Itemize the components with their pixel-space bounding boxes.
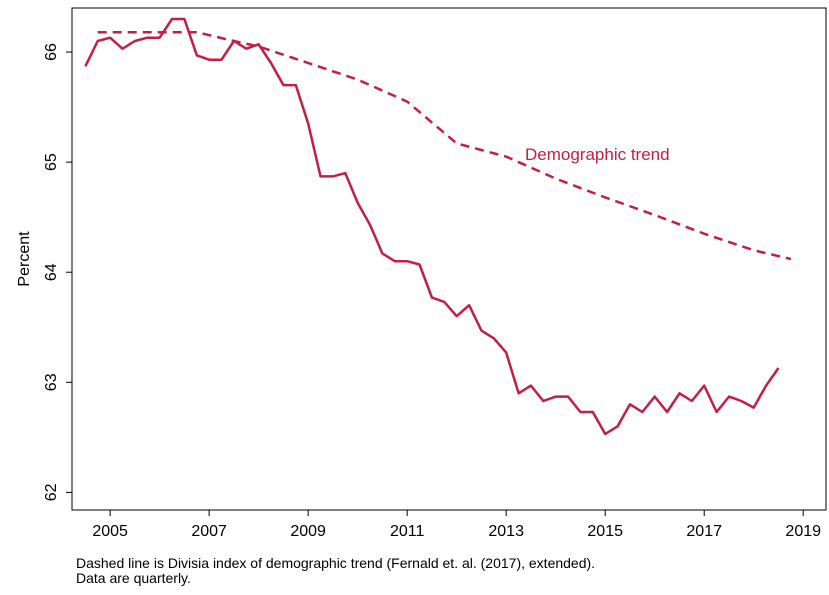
x-tick-label: 2009 bbox=[290, 523, 326, 540]
footnote: Dashed line is Divisia index of demograp… bbox=[76, 555, 595, 571]
y-tick-label: 66 bbox=[43, 43, 60, 61]
dashed-line bbox=[97, 30, 792, 261]
x-tick-label: 2019 bbox=[785, 523, 821, 540]
x-tick-label: 2011 bbox=[390, 523, 425, 540]
y-axis-label: Percent bbox=[16, 231, 33, 287]
y-tick-label: 64 bbox=[43, 263, 60, 281]
x-tick-label: 2017 bbox=[686, 523, 722, 540]
plot-frame bbox=[71, 7, 827, 511]
x-tick-label: 2005 bbox=[92, 523, 128, 540]
x-tick-label: 2007 bbox=[191, 523, 227, 540]
y-tick-label: 63 bbox=[43, 373, 60, 391]
footnote: Data are quarterly. bbox=[76, 570, 191, 586]
x-tick-label: 2015 bbox=[587, 523, 623, 540]
annotation: Demographic trend bbox=[525, 145, 670, 164]
y-tick-label: 65 bbox=[43, 153, 60, 171]
y-tick-label: 62 bbox=[43, 483, 60, 501]
x-tick-label: 2013 bbox=[488, 523, 524, 540]
line bbox=[84, 17, 780, 436]
